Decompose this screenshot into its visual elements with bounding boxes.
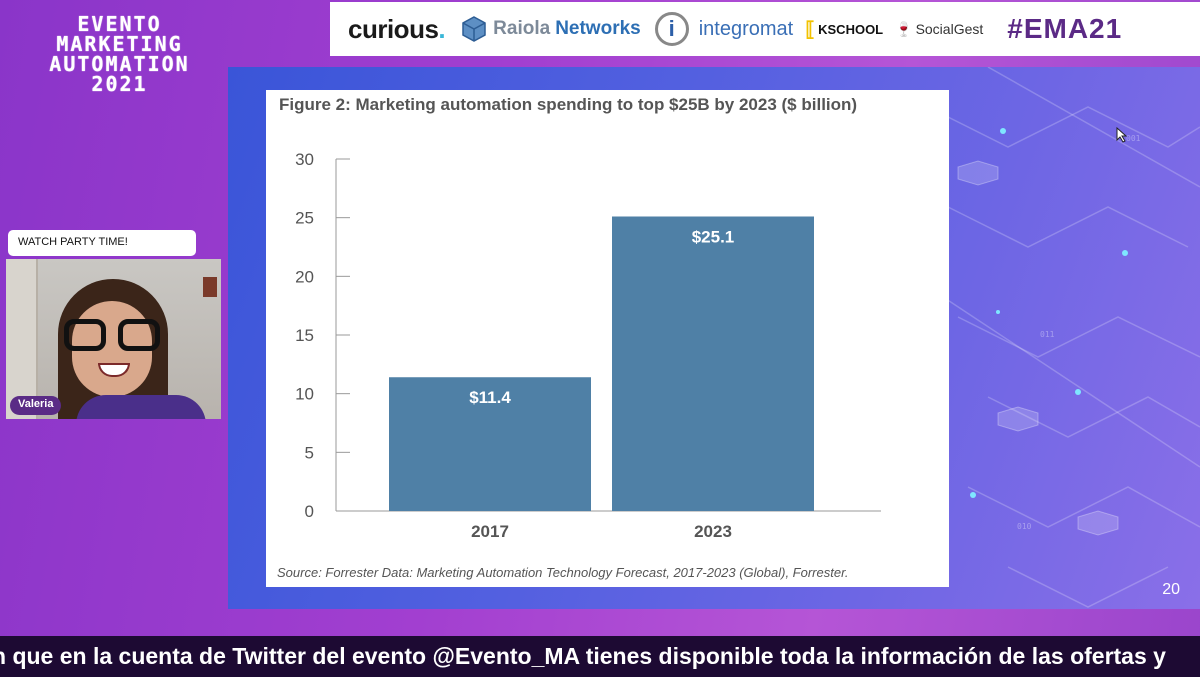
sponsor-raiola-logo: Raiola Networks: [461, 16, 641, 42]
event-hashtag: #EMA21: [1007, 13, 1123, 44]
event-logo-line: 2021: [91, 72, 148, 96]
deco-code-010: 010: [1017, 522, 1032, 531]
raiola-word: Raiola: [493, 18, 551, 39]
kschool-k-icon: ⟦: [805, 18, 816, 41]
presentation-slide: 001 011 010 Figure 2: Marketing automati…: [228, 67, 1200, 609]
news-ticker: n que en la cuenta de Twitter del evento…: [0, 636, 1200, 677]
socialgest-glass-icon: 🍷: [895, 20, 913, 37]
ticker-text: n que en la cuenta de Twitter del evento…: [0, 643, 1166, 669]
sponsor-socialgest-logo: 🍷 SocialGest: [895, 21, 983, 38]
curious-wordmark: curious: [348, 13, 439, 44]
y-tick-label: 20: [295, 267, 314, 286]
curious-dot: .: [438, 13, 446, 44]
chart-title: Figure 2: Marketing automation spending …: [279, 95, 858, 114]
bar-chart: 0 5 10 15 20 25 30 $11.4 2017 $25.1 2023: [295, 150, 881, 541]
deco-code-001: 001: [1126, 134, 1141, 143]
chat-message-bubble: WATCH PARTY TIME!: [8, 230, 196, 256]
event-logo-line: AUTOMATION: [49, 52, 190, 76]
sponsor-integromat-logo: i integromat: [654, 12, 794, 46]
slide-background-pattern: 001 011 010: [927, 67, 1200, 608]
participant-shirt: [76, 395, 206, 419]
y-tick-label: 30: [295, 150, 314, 169]
y-tick-label: 10: [295, 385, 314, 404]
bar-2023: [612, 216, 814, 511]
deco-code-011: 011: [1040, 330, 1055, 339]
background-frame: [203, 277, 217, 297]
participant-name-tag: Valeria: [10, 396, 62, 415]
mouse-cursor-icon: [1116, 127, 1128, 143]
webcam-video: [6, 259, 221, 419]
integromat-i-icon: i: [654, 12, 689, 46]
socialgest-wordmark: SocialGest: [915, 21, 984, 37]
y-tick-label: 0: [305, 502, 314, 521]
sponsor-curious-logo: curious.: [348, 13, 446, 45]
event-logo-line: MARKETING: [56, 32, 183, 56]
integromat-wordmark: integromat: [698, 17, 794, 40]
bar-2017: [389, 377, 591, 511]
sponsor-banner: curious. Raiola Networks i integromat ⟦ …: [330, 2, 1200, 56]
participant-glasses: [64, 319, 160, 353]
y-tick-label: 25: [295, 209, 314, 228]
networks-word: Networks: [555, 18, 641, 39]
data-label-2023: $25.1: [692, 227, 735, 246]
y-tick-label: 5: [305, 443, 314, 462]
background-door: [6, 259, 38, 419]
event-logo-line: EVENTO: [77, 12, 162, 36]
slide-number: 20: [1162, 581, 1180, 598]
kschool-wordmark: KSCHOOL: [818, 21, 884, 37]
chart-source: Source: Forrester Data: Marketing Automa…: [277, 565, 849, 580]
y-tick-label: 15: [295, 326, 314, 345]
chart-card: Figure 2: Marketing automation spending …: [266, 90, 949, 587]
sponsor-kschool-logo: ⟦ KSCHOOL: [805, 17, 883, 42]
event-logo: EVENTO MARKETING AUTOMATION 2021: [22, 14, 217, 94]
data-label-2017: $11.4: [469, 388, 511, 407]
x-tick-label-2023: 2023: [694, 522, 732, 541]
raiola-cube-icon: [462, 16, 486, 42]
x-tick-label-2017: 2017: [471, 522, 509, 541]
